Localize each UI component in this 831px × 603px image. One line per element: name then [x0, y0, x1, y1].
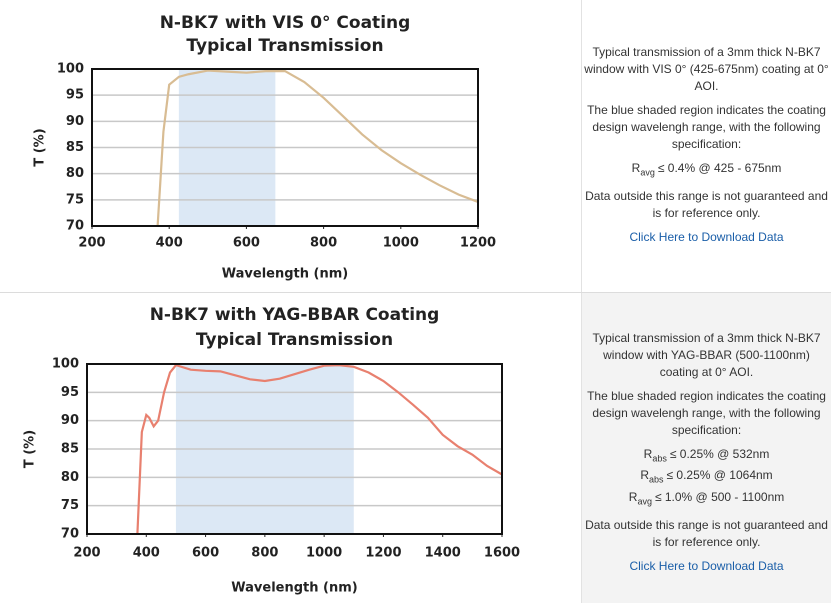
- x-tick-label: 400: [133, 546, 160, 561]
- description: Typical transmission of a 3mm thick N-BK…: [592, 331, 821, 379]
- spec-symbol: R: [628, 489, 638, 504]
- y-tick-label: 90: [61, 413, 79, 428]
- y-tick-label: 95: [61, 385, 79, 400]
- y-tick-label: 80: [61, 470, 79, 485]
- chart: N-BK7 with VIS 0° Coating Typical Transmi…: [33, 13, 497, 282]
- y-tick-label: 70: [61, 527, 79, 542]
- spec-list: Ravg ≤ 0.4% @ 425 - 675nm: [584, 160, 829, 181]
- x-tick-label: 1000: [383, 236, 419, 251]
- x-axis-label: Wavelength (nm): [231, 581, 357, 596]
- spec-symbol: R: [640, 468, 649, 483]
- link-row: Click Here to Download Data: [584, 558, 829, 575]
- divider: [0, 292, 831, 293]
- chart-subtitle: Typical Transmission: [186, 36, 383, 56]
- chart: N-BK7 with YAG-BBAR Coating Typical Trans…: [23, 305, 521, 596]
- link-row: Click Here to Download Data: [584, 229, 829, 246]
- description: Typical transmission of a 3mm thick N-BK…: [584, 45, 829, 93]
- y-tick-label: 70: [66, 219, 84, 234]
- x-tick-label: 800: [251, 546, 278, 561]
- disclaimer: Data outside this range is not guarantee…: [585, 189, 828, 221]
- plot-frame: [91, 68, 479, 227]
- x-tick-label: 200: [73, 546, 100, 561]
- x-tick-label: 600: [192, 546, 219, 561]
- download-link[interactable]: Click Here to Download Data: [629, 230, 784, 245]
- region-note: The blue shaded region indicates the coa…: [587, 389, 826, 437]
- y-tick-label: 75: [61, 498, 79, 513]
- x-tick-label: 1200: [365, 546, 401, 561]
- chart-subtitle: Typical Transmission: [196, 330, 393, 350]
- region-note: The blue shaded region indicates the coa…: [587, 103, 826, 151]
- spec-symbol: R: [643, 447, 653, 461]
- y-tick-label: 100: [57, 62, 84, 77]
- x-tick-label: 1600: [484, 546, 520, 561]
- y-tick-label: 80: [66, 166, 84, 181]
- info-panel: Typical transmission of a 3mm thick N-BK…: [581, 0, 831, 292]
- spec-subscript: abs: [652, 453, 667, 464]
- spec: Rabs ≤ 0.25% @ 532nm: [584, 446, 829, 467]
- y-axis-label: T (%): [33, 128, 48, 166]
- chart-title: N-BK7 with VIS 0° Coating: [160, 13, 411, 33]
- info-panel: Typical transmission of a 3mm thick N-BK…: [581, 293, 831, 603]
- x-tick-label: 1000: [306, 546, 342, 561]
- x-tick-label: 400: [156, 236, 183, 251]
- download-link[interactable]: Click Here to Download Data: [629, 559, 784, 574]
- spec-text: ≤ 0.4% @ 425 - 675nm: [657, 161, 782, 175]
- x-tick-label: 1400: [425, 546, 461, 561]
- x-tick-label: 200: [78, 236, 105, 251]
- y-tick-label: 90: [66, 114, 84, 129]
- spec: Rabs ≤ 0.25% @ 1064nm: [584, 467, 829, 488]
- chart-title: N-BK7 with YAG-BBAR Coating: [150, 305, 440, 325]
- spec: Ravg ≤ 0.4% @ 425 - 675nm: [584, 160, 829, 181]
- y-tick-label: 85: [66, 140, 84, 155]
- y-tick-label: 100: [52, 357, 79, 372]
- x-tick-label: 600: [233, 236, 260, 251]
- spec-subscript: avg: [640, 167, 655, 178]
- y-tick-label: 95: [66, 88, 84, 103]
- y-tick-label: 85: [61, 442, 79, 457]
- data-line: [156, 69, 479, 227]
- spec-text: ≤ 0.25% @ 1064nm: [666, 468, 773, 483]
- spec-subscript: abs: [648, 474, 664, 485]
- plot-frame: [86, 363, 503, 535]
- spec-symbol: R: [631, 161, 641, 175]
- y-tick-label: 75: [66, 192, 84, 207]
- spec-list: Rabs ≤ 0.25% @ 532nm Rabs ≤ 0.25% @ 1064nm R…: [584, 446, 829, 510]
- x-axis-label: Wavelength (nm): [222, 267, 348, 282]
- spec-subscript: avg: [637, 496, 652, 507]
- disclaimer: Data outside this range is not guarantee…: [585, 518, 828, 550]
- spec-text: ≤ 1.0% @ 500 - 1100nm: [654, 489, 785, 504]
- data-line: [136, 363, 503, 535]
- spec: Ravg ≤ 1.0% @ 500 - 1100nm: [584, 489, 829, 510]
- y-axis-label: T (%): [23, 430, 38, 468]
- spec-text: ≤ 0.25% @ 532nm: [669, 447, 770, 461]
- x-tick-label: 1200: [460, 236, 496, 251]
- x-tick-label: 800: [310, 236, 337, 251]
